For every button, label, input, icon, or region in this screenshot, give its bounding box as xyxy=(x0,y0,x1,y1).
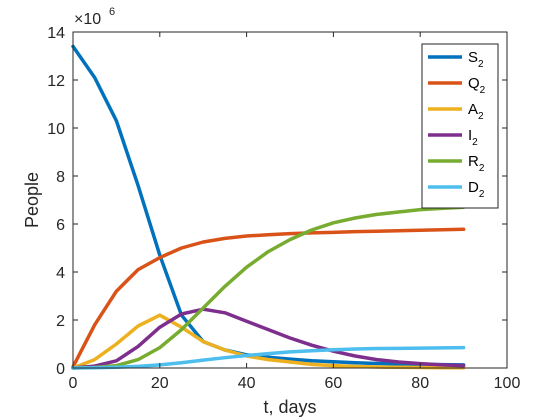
series-line-i xyxy=(71,307,466,370)
y-tick-label: 2 xyxy=(56,313,65,330)
y-tick-label: 8 xyxy=(56,169,65,186)
x-tick-label: 40 xyxy=(238,375,256,392)
legend-label-q: Q2 xyxy=(468,75,486,96)
y-tick-label: 6 xyxy=(56,217,65,234)
y-tick-label: 12 xyxy=(47,73,65,90)
legend-label-d: D2 xyxy=(468,179,485,200)
legend-label-s: S2 xyxy=(468,49,484,70)
x-tick-label: 20 xyxy=(151,375,169,392)
series-line-s xyxy=(71,44,466,367)
series-line-a xyxy=(71,313,466,370)
y-tick-label: 0 xyxy=(56,361,65,378)
y-axis-exponent-power: 6 xyxy=(109,6,115,18)
legend-box xyxy=(421,43,499,209)
x-tick-label: 60 xyxy=(325,375,343,392)
legend-label-i: I2 xyxy=(468,127,478,148)
series-line-d xyxy=(71,345,466,370)
legend-label-a: A2 xyxy=(468,101,484,122)
axis-ticks: 0 20 40 60 80 100 0 2 4 6 8 10 12 14 xyxy=(47,25,520,392)
series-line-q xyxy=(71,227,466,369)
y-tick-label: 14 xyxy=(47,25,65,42)
y-axis-exponent: ×10 6 xyxy=(74,6,115,28)
plot-area-frame xyxy=(72,31,508,369)
x-axis-label: t, days xyxy=(263,397,316,417)
series-line-r xyxy=(71,205,466,370)
x-tick-label: 100 xyxy=(494,375,521,392)
y-axis-exponent-base: ×10 xyxy=(74,11,101,28)
y-axis-label: People xyxy=(22,172,42,228)
y-tick-label: 4 xyxy=(56,265,65,282)
x-tick-label: 0 xyxy=(69,375,78,392)
legend-label-r: R2 xyxy=(468,153,485,174)
y-tick-label: 10 xyxy=(47,121,65,138)
series-lines xyxy=(71,44,466,370)
x-tick-label: 80 xyxy=(411,375,429,392)
legend: S2 Q2 A2 I2 R2 D2 xyxy=(421,43,499,209)
